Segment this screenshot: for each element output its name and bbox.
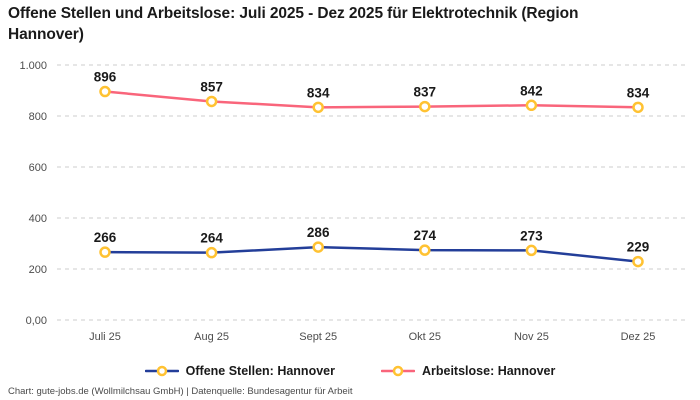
legend: Offene Stellen: Hannover Arbeitslose: Ha… xyxy=(0,362,700,380)
x-axis-tick-label: Juli 25 xyxy=(89,331,121,343)
legend-label: Offene Stellen: Hannover xyxy=(185,364,335,378)
data-point-value-label: 266 xyxy=(94,230,117,245)
data-point-marker xyxy=(525,99,538,112)
data-point-value-label: 834 xyxy=(627,85,650,100)
data-point-marker xyxy=(632,101,644,114)
data-point-marker xyxy=(205,246,218,259)
data-point-value-label: 286 xyxy=(307,225,330,240)
data-point-marker xyxy=(419,244,431,256)
data-point-marker xyxy=(419,100,431,113)
chart-footer: Chart: gute-jobs.de (Wollmilchsau GmbH) … xyxy=(8,386,353,397)
legend-label: Arbeitslose: Hannover xyxy=(421,364,556,378)
series-line xyxy=(103,245,640,263)
x-axis-tick-label: Nov 25 xyxy=(514,331,549,343)
legend-item-arbeitslose: Arbeitslose: Hannover xyxy=(380,364,556,378)
data-point-marker xyxy=(632,255,644,268)
legend-line-marker-icon xyxy=(380,365,415,377)
data-point-value-label: 273 xyxy=(520,228,543,243)
y-axis-tick-label: 400 xyxy=(29,213,47,225)
data-point-value-label: 229 xyxy=(627,240,650,255)
legend-line-marker-icon xyxy=(144,365,179,377)
legend-item-offene-stellen: Offene Stellen: Hannover xyxy=(144,364,335,378)
x-axis-tick-label: Sept 25 xyxy=(299,331,337,343)
x-axis-tick-label: Dez 25 xyxy=(621,331,656,343)
chart-title: Offene Stellen und Arbeitslose: Juli 202… xyxy=(8,5,579,44)
x-axis-tick-label: Aug 25 xyxy=(194,331,229,343)
data-point-value-label: 274 xyxy=(414,228,437,243)
data-point-value-label: 896 xyxy=(94,70,117,85)
y-axis-tick-label: 0,00 xyxy=(26,315,47,327)
y-axis-tick-label: 200 xyxy=(29,264,47,276)
series-line xyxy=(103,90,640,109)
data-point-marker xyxy=(99,85,111,98)
y-axis-tick-label: 1.000 xyxy=(19,60,47,72)
y-axis-tick-label: 600 xyxy=(29,162,47,174)
x-axis-tick-label: Okt 25 xyxy=(409,331,441,343)
data-point-value-label: 264 xyxy=(200,231,223,246)
data-point-marker xyxy=(99,246,111,258)
data-point-value-label: 834 xyxy=(307,85,330,100)
data-point-value-label: 837 xyxy=(414,85,437,100)
y-axis-tick-label: 800 xyxy=(29,111,47,123)
data-point-value-label: 857 xyxy=(200,79,223,94)
data-point-marker xyxy=(525,244,538,257)
data-point-marker xyxy=(312,101,324,114)
data-point-marker xyxy=(312,241,324,253)
data-point-marker xyxy=(205,95,218,108)
data-point-value-label: 842 xyxy=(520,83,543,98)
